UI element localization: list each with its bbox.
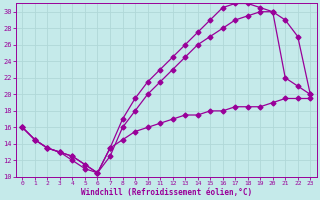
X-axis label: Windchill (Refroidissement éolien,°C): Windchill (Refroidissement éolien,°C) — [81, 188, 252, 197]
